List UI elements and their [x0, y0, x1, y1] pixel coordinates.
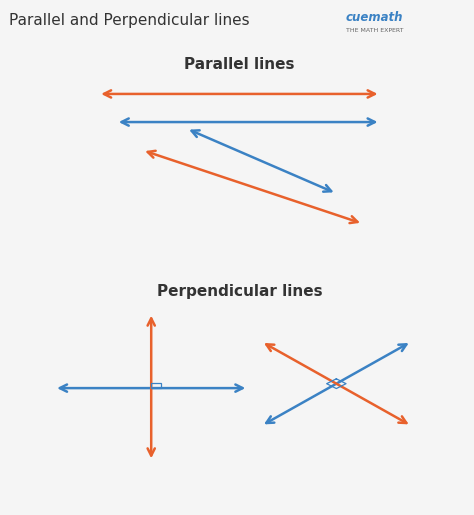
Bar	[151, 383, 161, 388]
Text: Perpendicular lines: Perpendicular lines	[156, 284, 322, 299]
Text: Parallel and Perpendicular lines: Parallel and Perpendicular lines	[9, 13, 250, 28]
Text: cuemath: cuemath	[346, 11, 403, 24]
Text: THE MATH EXPERT: THE MATH EXPERT	[346, 28, 403, 33]
Text: Parallel lines: Parallel lines	[184, 57, 295, 72]
